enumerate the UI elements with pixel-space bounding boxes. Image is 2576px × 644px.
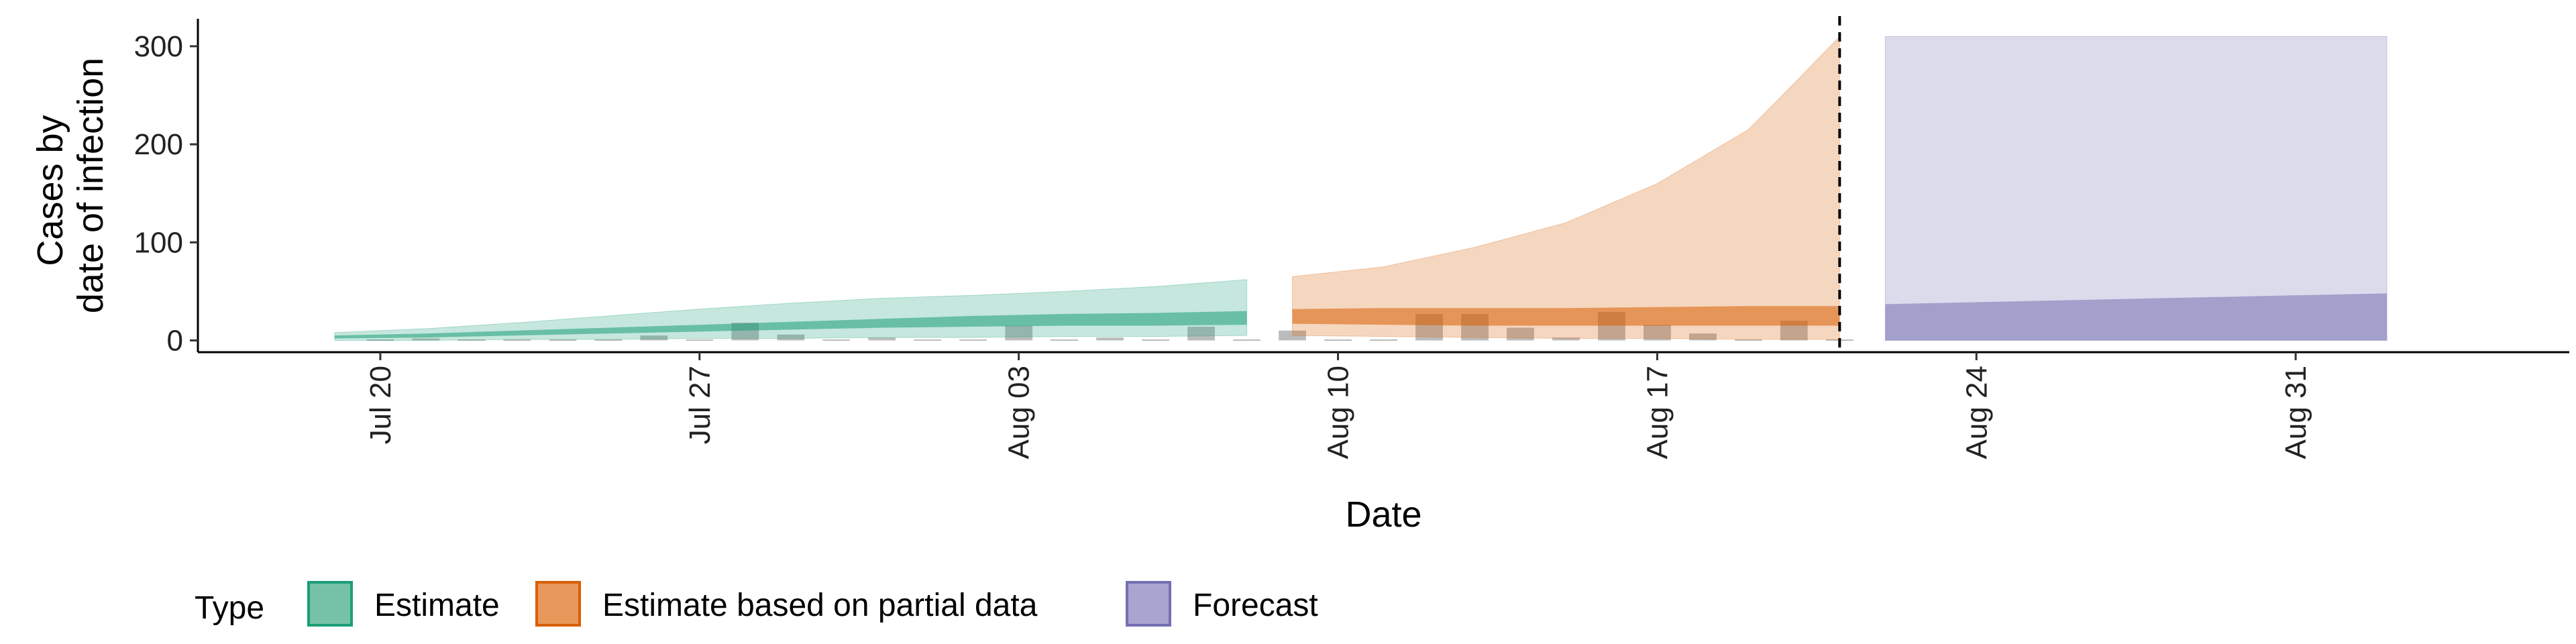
estimate-based-on-partial-data-inner-band <box>1292 306 1840 326</box>
estimate-bands-layer <box>334 36 2387 341</box>
observed-case-bar-2020-08-05 <box>1096 337 1124 341</box>
x-axis-title: Date <box>1345 494 1421 535</box>
y-axis-title: Cases by date of infection <box>30 58 111 313</box>
observed-case-bar-2020-08-08 <box>1233 339 1260 341</box>
observed-case-bar-2020-07-27 <box>686 339 714 341</box>
observed-case-bar-2020-07-21 <box>412 338 440 341</box>
y-axis-title-line-1: Cases by <box>30 115 70 266</box>
legend: Type Estimate Estimate based on partial d… <box>195 581 1318 627</box>
observed-case-bar-2020-08-10 <box>1324 339 1352 341</box>
observed-case-bar-2020-07-22 <box>458 339 486 341</box>
observed-case-bar-2020-08-07 <box>1187 327 1215 341</box>
observed-case-bar-2020-08-03 <box>1005 325 1033 341</box>
forecast-outer-band <box>1884 36 2387 341</box>
observed-case-bar-2020-07-23 <box>503 339 531 341</box>
x-tick-label-2020-07-20: Jul 20 <box>364 366 397 444</box>
observed-case-bar-2020-07-25 <box>594 339 623 341</box>
observed-case-bar-2020-08-11 <box>1370 339 1397 341</box>
x-tick-label-2020-08-03: Aug 03 <box>1003 366 1036 459</box>
observed-case-bar-2020-08-14 <box>1507 327 1534 341</box>
axes-layer: 0 100 200 300 Jul 20 Jul 27 Aug 03 Aug 10 Aug 17… <box>134 16 2569 459</box>
y-tick-label-200: 200 <box>134 128 183 161</box>
x-tick-label-2020-08-31: Aug 31 <box>2279 366 2312 459</box>
observed-case-bar-2020-08-18 <box>1689 333 1717 341</box>
estimate-based-on-partial-data-outer-band <box>1292 36 1840 340</box>
x-tick-label-2020-07-27: Jul 27 <box>684 366 716 444</box>
observed-case-bar-2020-08-09 <box>1279 330 1306 341</box>
estimate-outer-band <box>334 279 1248 341</box>
legend-swatch-estimate-based-on-partial-data <box>535 581 581 627</box>
observed-case-bar-2020-08-04 <box>1051 339 1078 341</box>
legend-label-estimate: Estimate <box>374 588 500 623</box>
observed-case-bar-2020-07-31 <box>868 337 896 341</box>
observed-case-bar-2020-07-29 <box>777 334 805 341</box>
observed-case-bar-2020-07-30 <box>822 339 851 341</box>
observed-case-bar-2020-08-02 <box>959 339 987 341</box>
observed-case-bar-2020-08-06 <box>1142 339 1169 341</box>
observed-case-bar-2020-08-15 <box>1552 337 1580 341</box>
x-tick-label-2020-08-24: Aug 24 <box>1960 366 1993 459</box>
x-tick-label-2020-08-10: Aug 10 <box>1322 366 1355 459</box>
y-tick-label-300: 300 <box>134 30 183 63</box>
y-tick-label-100: 100 <box>134 226 183 259</box>
observed-case-bar-2020-08-19 <box>1735 339 1762 341</box>
legend-swatch-estimate <box>307 581 353 627</box>
y-tick-label-0: 0 <box>167 324 183 357</box>
observed-case-bar-2020-07-20 <box>366 339 394 341</box>
observed-case-bar-2020-07-24 <box>549 339 577 341</box>
legend-swatch-forecast <box>1126 581 1171 627</box>
legend-title: Type <box>195 590 264 626</box>
y-axis-title-line-2: date of infection <box>70 58 111 313</box>
observed-case-bar-2020-08-01 <box>914 339 942 341</box>
forecast-inner-band <box>1885 293 2387 341</box>
x-tick-label-2020-08-17: Aug 17 <box>1641 366 1674 459</box>
estimate-inner-band <box>334 311 1247 339</box>
observed-case-bar-2020-08-17 <box>1644 325 1671 341</box>
legend-label-estimate-based-on-partial-data: Estimate based on partial data <box>602 588 1038 623</box>
observed-case-bar-2020-07-26 <box>640 335 668 341</box>
legend-label-forecast: Forecast <box>1193 588 1318 623</box>
